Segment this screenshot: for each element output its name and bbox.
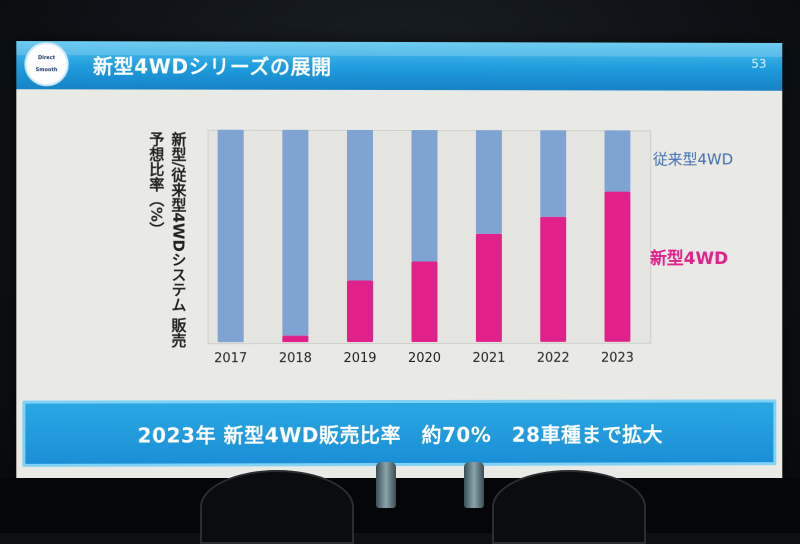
bar-conventional-2022 (540, 130, 566, 217)
bar-new-2018 (282, 336, 308, 342)
stacked-bar-chart: 2017 2018 2019 2020 2021 2022 2023 従来型4WD 新型4WD (16, 41, 782, 383)
bar-conventional-2023 (605, 130, 631, 191)
projection-screen: Direct Smooth 新型4WDシリーズの展開 53 新型/従来型4WDシ… (16, 41, 782, 483)
bar-conventional-2020 (411, 130, 437, 261)
bar-conventional-2017 (218, 130, 244, 342)
bar-new-2022 (540, 217, 566, 342)
bar-new-2020 (411, 261, 437, 342)
x-tick-label-2023: 2023 (601, 351, 634, 366)
stage-foreground (0, 478, 800, 533)
bar-conventional-2019 (347, 130, 373, 281)
bar-new-2019 (347, 281, 373, 343)
x-tick-label-2022: 2022 (537, 351, 570, 366)
water-bottle-right (464, 462, 484, 508)
water-bottle-left (376, 462, 396, 508)
legend-label-conventional: 従来型4WD (653, 150, 733, 168)
bar-conventional-2018 (282, 130, 308, 336)
bar-new-2021 (476, 234, 502, 342)
x-tick-label-2020: 2020 (408, 351, 441, 366)
summary-banner-text: 2023年 新型4WD販売比率 約70% 28車種まで拡大 (25, 418, 773, 448)
bar-new-2023 (605, 192, 631, 342)
legend-label-new: 新型4WD (650, 248, 728, 269)
summary-banner: 2023年 新型4WD販売比率 約70% 28車種まで拡大 (22, 399, 776, 467)
bar-conventional-2021 (476, 130, 502, 234)
x-tick-label-2018: 2018 (279, 351, 312, 366)
x-tick-label-2017: 2017 (214, 351, 247, 366)
x-tick-label-2021: 2021 (472, 351, 505, 366)
x-tick-label-2019: 2019 (343, 351, 376, 366)
